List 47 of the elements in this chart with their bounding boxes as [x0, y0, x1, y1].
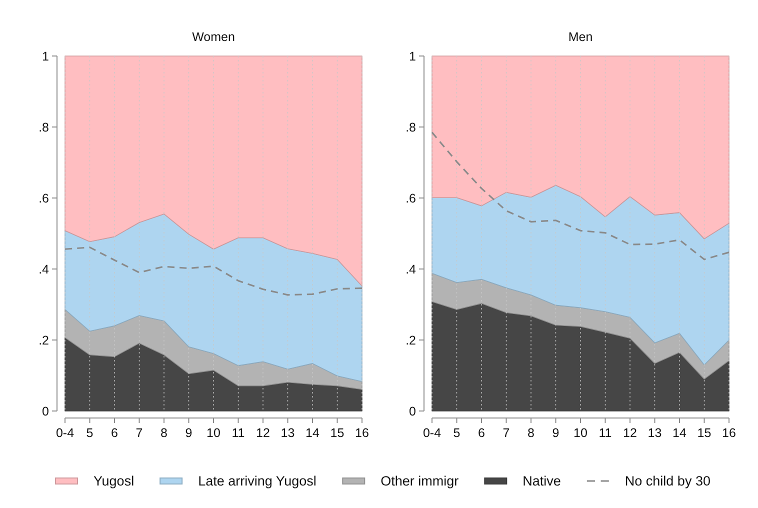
y-tick-label: 1: [42, 49, 50, 64]
chart-title: Women: [192, 30, 235, 44]
x-tick-label: 5: [86, 426, 94, 440]
x-tick-label: 12: [256, 426, 270, 440]
y-tick-label: 0: [409, 404, 416, 418]
y-tick-label: .8: [406, 120, 416, 134]
x-tick-label: 0-4: [56, 426, 74, 440]
x-tick-label: 8: [528, 426, 535, 440]
y-tick-label: 0: [42, 404, 50, 418]
legend-label: Native: [522, 474, 561, 489]
y-tick-label: .4: [38, 262, 50, 276]
legend-label: Yugosl: [94, 474, 134, 489]
x-tick-label: 13: [648, 426, 662, 440]
x-tick-label: 15: [697, 426, 712, 440]
y-tick-label: .6: [406, 191, 416, 206]
x-tick-label: 11: [598, 426, 612, 440]
x-tick-label: 15: [330, 426, 344, 440]
x-tick-label: 12: [623, 426, 637, 440]
y-tick-label: .4: [406, 262, 416, 276]
line-series: [64, 246, 363, 296]
y-tick-label: .2: [406, 333, 416, 348]
x-tick-label: 8: [160, 426, 168, 440]
x-tick-label: 0-4: [422, 426, 442, 440]
x-tick-label: 10: [574, 426, 588, 440]
legend-label: Other immigr: [380, 474, 460, 489]
x-tick-label: 7: [136, 426, 143, 440]
x-tick-label: 9: [185, 426, 192, 440]
x-tick-label: 5: [453, 426, 460, 440]
x-tick-label: 14: [672, 426, 686, 440]
x-tick-label: 10: [206, 426, 220, 440]
x-tick-label: 16: [355, 426, 369, 440]
y-tick-label: .8: [38, 120, 50, 134]
legend-label: No child by 30: [624, 474, 710, 489]
line-series: [431, 132, 730, 260]
x-tick-label: 14: [306, 426, 320, 440]
chart-title: Men: [568, 30, 593, 44]
y-tick-label: .2: [38, 333, 50, 348]
legend-label: Late arriving Yugosl: [198, 474, 316, 489]
x-tick-label: 16: [722, 426, 736, 440]
x-tick-label: 11: [232, 426, 245, 440]
x-tick-label: 7: [502, 426, 510, 440]
y-tick-label: 1: [409, 49, 416, 64]
x-tick-label: 13: [280, 426, 295, 440]
x-tick-label: 9: [552, 426, 560, 440]
x-tick-label: 6: [478, 426, 486, 440]
x-tick-label: 6: [111, 426, 118, 440]
y-tick-label: .6: [38, 191, 50, 206]
